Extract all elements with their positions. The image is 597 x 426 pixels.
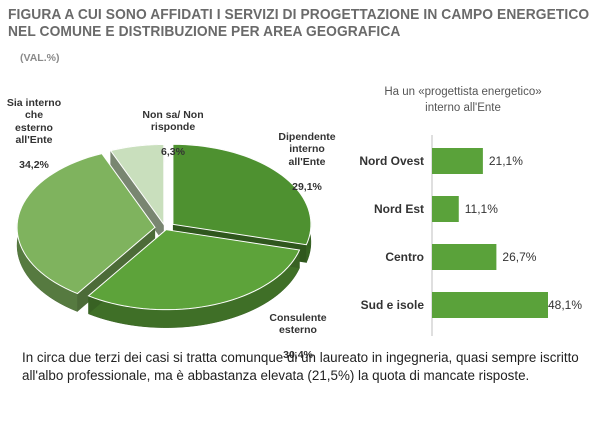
bar-2 [432, 244, 497, 270]
pie-slice-top-2 [16, 153, 156, 295]
pie-label-consulente-text: Consulente esterno [269, 311, 327, 337]
pie-slice-wall-3-0 [110, 150, 164, 243]
pie-slice-top-3 [109, 143, 165, 227]
bar-chart [431, 135, 548, 336]
pie-label-non-sa-text: Non sa/ Non risponde [142, 108, 204, 134]
charts-canvas [16, 135, 548, 336]
pie-value-non-sa: 6,3% [161, 146, 185, 158]
bar-category-label-0: Nord Ovest [359, 154, 424, 168]
chart-subtitle: (VAL.%) [20, 52, 60, 64]
pie-label-dipendente: Dipendente interno all'Ente 29,1% [262, 118, 352, 193]
pie-label-sia-interno: Sia interno che esterno all'Ente 34,2% [2, 84, 66, 172]
caption-text: In circa due terzi dei casi si tratta co… [22, 350, 579, 383]
pie-slice-1 [87, 229, 301, 328]
pie-label-sia-interno-text: Sia interno che esterno all'Ente [6, 96, 62, 147]
bar-0 [432, 148, 483, 174]
bar-value-label-1: 11,1% [464, 202, 498, 216]
pie-label-consulente: Consulente esterno 30,4% [258, 299, 338, 362]
pie-slice-top-0 [172, 143, 312, 246]
chart-title: FIGURA A CUI SONO AFFIDATI I SERVIZI DI … [8, 6, 590, 40]
pie-value-consulente: 30,4% [283, 349, 313, 361]
pie-slice-3 [109, 143, 165, 243]
pie-label-dipendente-text: Dipendente interno all'Ente [278, 130, 336, 168]
bar-category-label-1: Nord Est [373, 202, 424, 216]
chart-title-line-1: FIGURA A CUI SONO AFFIDATI I SERVIZI DI … [8, 6, 590, 23]
bar-3 [432, 292, 548, 318]
pie-label-non-sa: Non sa/ Non risponde 6,3% [130, 96, 216, 159]
bar-1 [432, 196, 459, 222]
pie-slice-top-1 [87, 229, 301, 311]
chart-title-line-2: NEL COMUNE E DISTRIBUZIONE PER AREA GEOG… [8, 23, 401, 40]
bar-category-label-2: Centro [385, 250, 424, 264]
bar-chart-title: Ha un «progettista energetico» interno a… [384, 86, 542, 114]
bar-value-label-3: 48,1% [548, 298, 583, 312]
pie-value-dipendente: 29,1% [292, 180, 322, 193]
bar-category-label-3: Sud e isole [360, 298, 424, 312]
bar-value-label-2: 26,7% [502, 250, 537, 264]
pie-value-sia-interno: 34,2% [19, 159, 49, 171]
pie-chart [16, 143, 312, 328]
bar-value-label-0: 21,1% [488, 154, 523, 168]
